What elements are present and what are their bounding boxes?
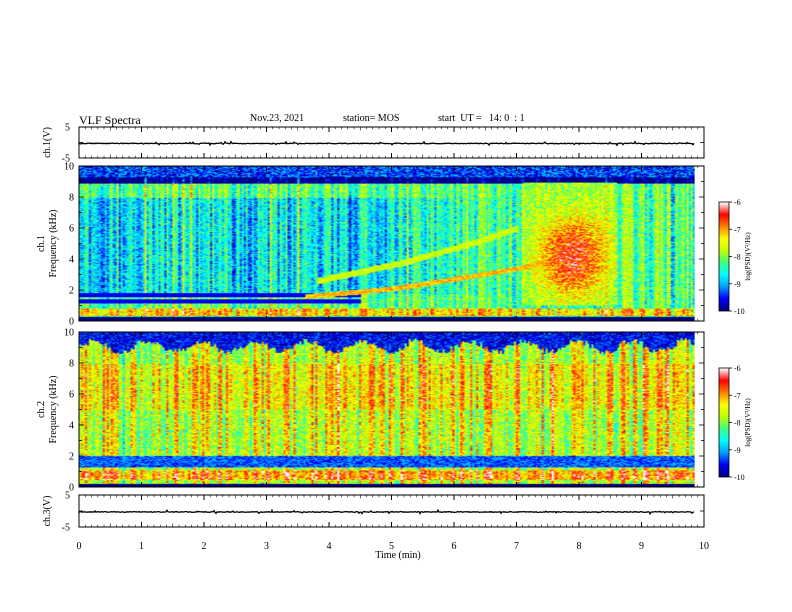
ch1-spectrogram-ylabel: ch.1 xyxy=(36,235,47,252)
station-label: station= MOS xyxy=(343,113,400,124)
x-tick-label: 7 xyxy=(514,541,519,552)
ch1-spectrogram-ylabel-unit: Frequency (kHz) xyxy=(48,209,59,277)
waveform-ch1 xyxy=(78,140,695,147)
colorbar-gradient xyxy=(719,202,729,311)
x-axis-label: Time (min) xyxy=(375,550,420,561)
y-tick-label: 4 xyxy=(69,421,74,432)
date-label: Nov.23, 2021 xyxy=(250,113,305,124)
colorbar-label: log(PSD)(V²/Hz) xyxy=(744,232,752,281)
y-tick-label: -5 xyxy=(62,154,70,165)
colorbar-tick-label: -6 xyxy=(734,198,741,207)
x-tick-label: 5 xyxy=(389,541,394,552)
y-tick-label: 8 xyxy=(69,193,74,204)
colorbar-ch2: -6 -7 -8 -9 -10 log(PSD)(V²/Hz) xyxy=(718,364,752,482)
ch3-waveform-ylabel: ch.3(V) xyxy=(42,496,53,527)
colorbar-tick-label: -10 xyxy=(734,473,745,482)
y-tick-label: 10 xyxy=(64,162,74,173)
colorbar-tick-label: -7 xyxy=(734,391,741,400)
y-tick-label: 0 xyxy=(69,317,74,328)
colorbar-tick-label: -10 xyxy=(734,307,745,316)
y-tick-label: 6 xyxy=(69,390,74,401)
spectrogram-images: -6 -7 -8 -9 -10 log(PSD)(V²/Hz) -6 -7 -8 -9 -10 log… xyxy=(79,166,752,487)
y-tick-label: -5 xyxy=(62,523,70,534)
plot-title: VLF Spectra xyxy=(79,113,141,127)
x-tick-label: 3 xyxy=(264,541,269,552)
waveform-lines xyxy=(78,140,695,516)
colorbar-tick-label: -9 xyxy=(734,446,741,455)
colorbar-tick-label: -9 xyxy=(734,280,741,289)
start-time-label: start UT = 14: 0 : 1 xyxy=(438,113,525,124)
y-tick-label: 0 xyxy=(69,483,74,494)
colorbar-tick-label: -8 xyxy=(734,419,741,428)
y-tick-label: 2 xyxy=(69,452,74,463)
colorbar-tick-label: -6 xyxy=(734,364,741,373)
x-tick-label: 8 xyxy=(577,541,582,552)
waveform-ch3 xyxy=(78,508,695,516)
ch2-spectrogram-ylabel-unit: Frequency (kHz) xyxy=(48,375,59,443)
y-tick-label: 5 xyxy=(65,123,70,134)
y-tick-label: 8 xyxy=(69,359,74,370)
colorbar-tick-label: -7 xyxy=(734,225,741,234)
colorbar-gradient xyxy=(719,368,729,477)
ch2-spectrogram-ylabel: ch.2 xyxy=(36,401,47,418)
ch1-waveform-ylabel: ch.1(V) xyxy=(42,127,53,158)
x-tick-label: 6 xyxy=(452,541,457,552)
y-tick-label: 5 xyxy=(65,491,70,502)
y-tick-label: 4 xyxy=(69,255,74,266)
spectrogram-ch1 xyxy=(79,166,695,321)
colorbar-ch1: -6 -7 -8 -9 -10 log(PSD)(V²/Hz) xyxy=(718,198,752,316)
colorbar-label: log(PSD)(V²/Hz) xyxy=(744,398,752,447)
x-tick-label: 0 xyxy=(77,541,82,552)
y-tick-label: 2 xyxy=(69,286,74,297)
x-tick-label: 4 xyxy=(327,541,332,552)
tick-marks xyxy=(78,126,705,528)
x-tick-label: 10 xyxy=(699,541,709,552)
x-tick-label: 2 xyxy=(202,541,207,552)
spectrogram-ch2 xyxy=(79,332,695,487)
y-tick-label: 10 xyxy=(64,328,74,339)
x-tick-label: 1 xyxy=(139,541,144,552)
y-tick-label: 6 xyxy=(69,224,74,235)
x-tick-label: 9 xyxy=(639,541,644,552)
colorbar-tick-label: -8 xyxy=(734,253,741,262)
